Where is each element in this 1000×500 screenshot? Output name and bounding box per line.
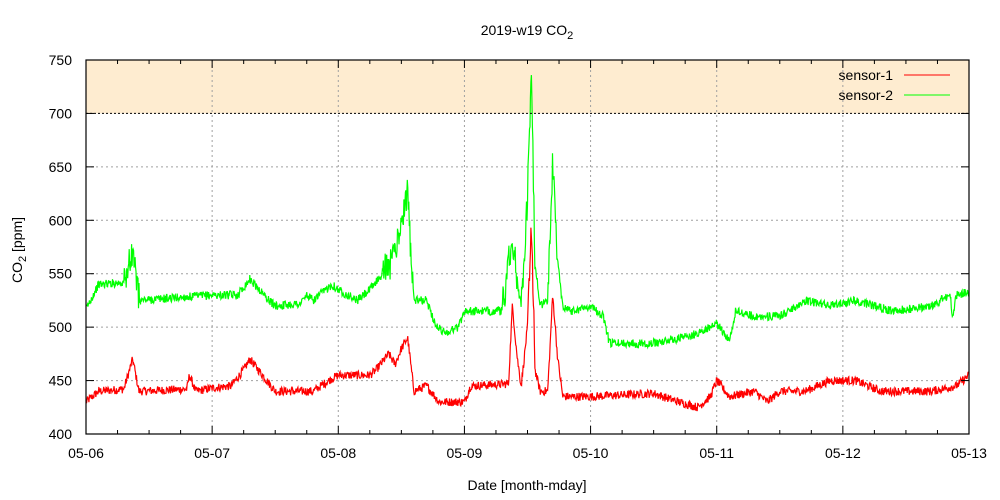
x-tick-label: 05-09	[447, 445, 483, 461]
y-tick-label: 550	[49, 266, 73, 282]
y-tick-label: 400	[49, 426, 73, 442]
x-tick-label: 05-12	[825, 445, 861, 461]
x-tick-label: 05-07	[194, 445, 230, 461]
y-tick-label: 700	[49, 105, 73, 121]
series-layer	[85, 75, 970, 412]
y-tick-label: 600	[49, 212, 73, 228]
x-tick-label: 05-11	[699, 445, 734, 461]
ticks	[85, 59, 970, 435]
x-tick-label: 05-08	[320, 445, 356, 461]
y-tick-label: 500	[49, 319, 73, 335]
chart-title: 2019-w19 CO2	[481, 22, 574, 42]
y-tick-label: 650	[49, 159, 73, 175]
y-tick-label: 450	[49, 373, 73, 389]
y-axis-label: CO2 [ppm]	[9, 217, 29, 283]
tick-labels: 400 450 500 550 600 650 700 750 05-06 05-07 05-08 0…	[49, 52, 987, 461]
x-tick-label: 05-06	[68, 445, 104, 461]
legend-label-sensor-2: sensor-2	[839, 87, 894, 103]
x-tick-label: 05-10	[573, 445, 609, 461]
legend-label-sensor-1: sensor-1	[839, 67, 894, 83]
warning-band	[86, 60, 969, 114]
y-tick-label: 750	[49, 52, 73, 68]
x-tick-label: 05-13	[951, 445, 987, 461]
x-axis-label: Date [month-mday]	[467, 477, 586, 493]
legend: sensor-1 sensor-2	[839, 67, 950, 103]
series-line-sensor-2	[85, 75, 970, 350]
series-line-sensor-1	[85, 227, 970, 412]
